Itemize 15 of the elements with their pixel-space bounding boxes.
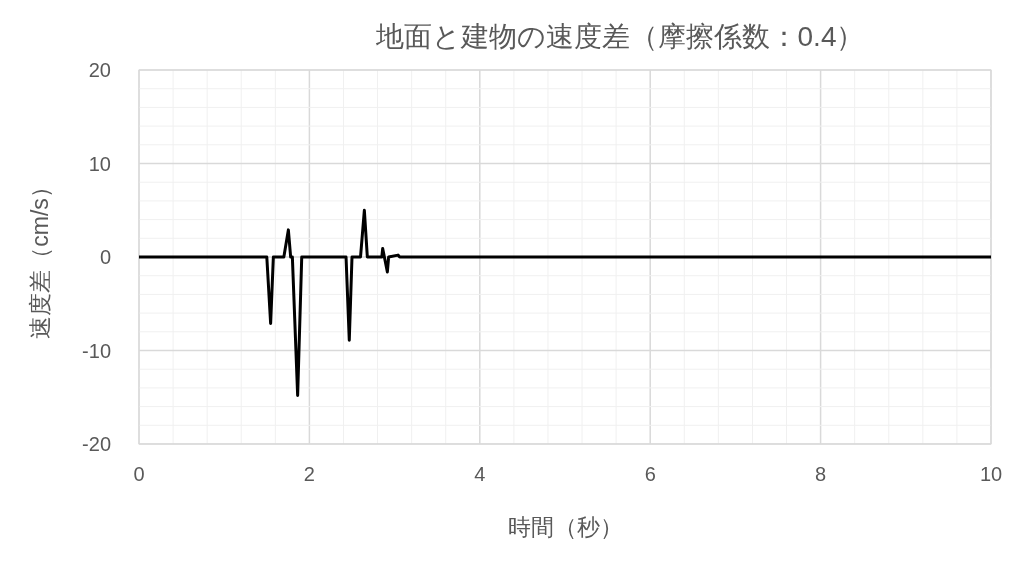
x-axis-title: 時間（秒） bbox=[507, 514, 623, 540]
y-tick-label: 20 bbox=[88, 59, 111, 81]
x-tick-label: 8 bbox=[815, 463, 827, 485]
x-tick-label: 2 bbox=[303, 463, 315, 485]
line-series bbox=[137, 208, 993, 397]
x-tick-label: 0 bbox=[133, 463, 145, 485]
y-tick-label: 0 bbox=[99, 246, 111, 268]
y-tick-label: 10 bbox=[88, 152, 111, 175]
x-tick-label: 4 bbox=[474, 463, 486, 485]
y-tick-label: -10 bbox=[82, 339, 111, 362]
y-tick-label: -20 bbox=[82, 433, 111, 455]
x-tick-label: 10 bbox=[979, 463, 1003, 485]
y-axis-title: 速度差（cm/s） bbox=[27, 175, 53, 339]
chart-title: 地面と建物の速度差（摩擦係数：0.4） bbox=[374, 21, 865, 52]
x-tick-label: 6 bbox=[644, 463, 656, 485]
